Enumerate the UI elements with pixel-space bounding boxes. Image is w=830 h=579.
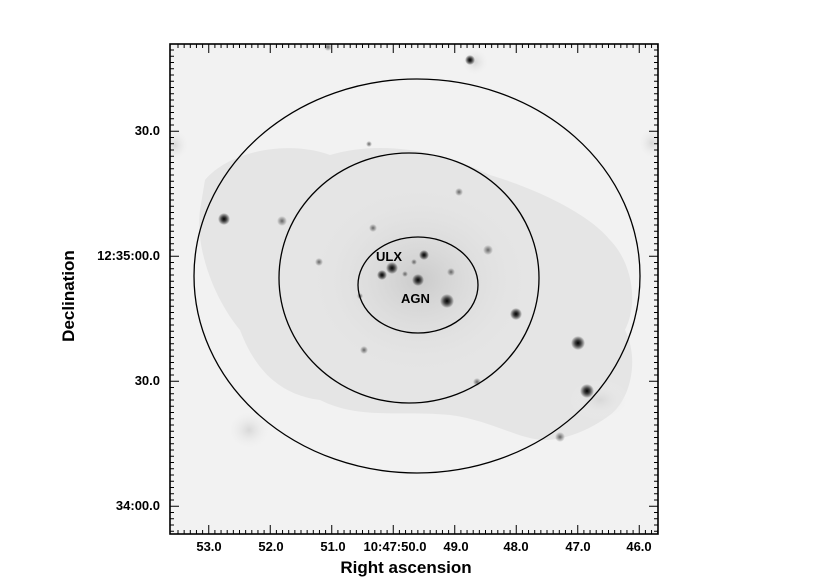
image-panel <box>170 44 658 534</box>
point-source <box>366 141 372 147</box>
point-source <box>377 270 387 280</box>
point-source <box>218 213 230 225</box>
point-source <box>580 384 594 398</box>
diffuse-patch <box>638 127 658 159</box>
contour-inner <box>357 236 479 334</box>
diffuse-patch <box>227 410 271 450</box>
point-source <box>510 308 522 320</box>
point-source <box>360 346 368 354</box>
ulx-label: ULX <box>376 249 402 264</box>
point-source <box>411 259 417 265</box>
point-source <box>571 336 585 350</box>
y-tick-label: 30.0 <box>135 373 160 388</box>
x-tick-label: 52.0 <box>258 539 283 554</box>
x-axis-title: Right ascension <box>340 558 471 577</box>
point-source <box>412 274 424 286</box>
y-tick-label: 12:35:00.0 <box>97 248 160 263</box>
x-tick-label: 51.0 <box>320 539 345 554</box>
plot-frame <box>169 43 659 535</box>
point-source <box>277 216 287 226</box>
point-source <box>555 432 565 442</box>
point-source <box>440 294 454 308</box>
contour-middle <box>278 152 540 404</box>
y-tick-label: 34:00.0 <box>116 498 160 513</box>
x-tick-label: 53.0 <box>196 539 221 554</box>
contour-outer <box>193 78 641 474</box>
x-tick-label: 10:47:50.0 <box>364 539 427 554</box>
diffuse-patch <box>461 48 489 76</box>
point-source <box>465 55 475 65</box>
x-tick-label: 46.0 <box>626 539 651 554</box>
point-sources <box>218 44 594 442</box>
point-source <box>369 224 377 232</box>
point-source <box>447 268 455 276</box>
point-source <box>315 258 323 266</box>
point-source <box>386 262 398 274</box>
x-tick-label: 48.0 <box>503 539 528 554</box>
point-source <box>483 245 493 255</box>
point-source <box>402 271 408 277</box>
agn-label: AGN <box>401 291 430 306</box>
point-source <box>419 250 429 260</box>
minor-ticks <box>170 44 659 534</box>
diffuse-patch <box>570 380 630 420</box>
point-source <box>455 188 463 196</box>
y-axis-title: Declination <box>59 250 78 342</box>
x-tick-label: 47.0 <box>565 539 590 554</box>
y-tick-label: 30.0 <box>135 123 160 138</box>
x-tick-label: 49.0 <box>443 539 468 554</box>
diffuse-patch <box>170 129 189 161</box>
